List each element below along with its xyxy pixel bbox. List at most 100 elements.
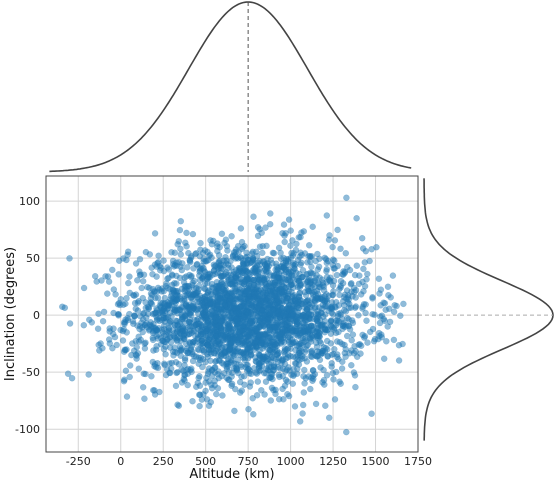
- scatter-point: [327, 340, 335, 347]
- scatter-point: [236, 294, 243, 302]
- scatter-point: [346, 266, 354, 274]
- scatter-point: [176, 226, 184, 234]
- scatter-point: [307, 258, 314, 265]
- scatter-point: [325, 414, 333, 422]
- scatter-point: [384, 323, 391, 330]
- scatter-point: [94, 325, 102, 332]
- scatter-point: [208, 304, 215, 312]
- scatter-point: [271, 363, 278, 371]
- scatter-point: [265, 280, 273, 287]
- scatter-point: [339, 279, 347, 287]
- scatter-point: [331, 396, 339, 403]
- scatter-point: [165, 325, 173, 332]
- scatter-point: [187, 327, 194, 334]
- scatter-point: [302, 325, 309, 332]
- scatter-point: [391, 302, 398, 309]
- scatter-point: [117, 326, 124, 334]
- x-tick-label: 1000: [277, 455, 305, 468]
- scatter-point: [174, 401, 181, 408]
- scatter-point: [331, 237, 339, 244]
- scatter-point: [188, 272, 195, 280]
- scatter-point: [315, 332, 322, 339]
- scatter-point: [201, 293, 209, 300]
- scatter-point: [338, 365, 346, 372]
- scatter-point: [293, 240, 300, 248]
- scatter-point: [241, 351, 248, 359]
- scatter-point: [228, 233, 235, 240]
- scatter-point: [180, 279, 188, 286]
- scatter-point: [119, 337, 127, 344]
- scatter-point: [332, 329, 340, 337]
- scatter-point: [316, 338, 323, 345]
- scatter-point: [357, 291, 365, 298]
- scatter-point: [297, 233, 304, 241]
- scatter-point: [126, 362, 134, 369]
- scatter-point: [218, 230, 226, 238]
- scatter-point: [277, 311, 284, 318]
- scatter-point: [236, 378, 244, 386]
- scatter-point: [195, 310, 202, 318]
- scatter-point: [288, 272, 295, 279]
- scatter-point: [363, 276, 370, 283]
- scatter-point: [228, 339, 235, 347]
- scatter-point: [160, 257, 167, 264]
- scatter-point: [226, 297, 233, 305]
- scatter-point: [208, 280, 216, 288]
- scatter-point: [173, 272, 180, 280]
- scatter-points: [59, 194, 407, 436]
- scatter-point: [261, 391, 268, 398]
- scatter-point: [137, 336, 145, 344]
- scatter-point: [96, 347, 103, 354]
- scatter-point: [258, 387, 265, 394]
- scatter-point: [299, 352, 306, 360]
- scatter-point: [160, 332, 168, 340]
- scatter-point: [299, 401, 307, 409]
- scatter-point: [142, 299, 149, 306]
- scatter-point: [353, 262, 361, 269]
- scatter-point: [380, 355, 388, 362]
- scatter-point: [302, 313, 309, 320]
- scatter-point: [218, 279, 225, 286]
- scatter-point: [93, 278, 100, 285]
- scatter-point: [241, 278, 248, 285]
- scatter-point: [277, 331, 284, 338]
- scatter-point: [342, 308, 350, 315]
- scatter-point: [238, 387, 246, 394]
- scatter-point: [120, 377, 128, 385]
- scatter-point: [222, 253, 229, 261]
- scatter-point: [196, 402, 203, 410]
- scatter-point: [292, 327, 300, 334]
- scatter-point: [343, 295, 350, 302]
- scatter-point: [298, 339, 305, 347]
- scatter-point: [160, 345, 168, 353]
- scatter-point: [155, 252, 162, 260]
- scatter-point: [243, 367, 251, 375]
- scatter-point: [276, 275, 283, 282]
- scatter-point: [153, 364, 160, 371]
- scatter-point: [226, 322, 233, 330]
- y-tick-labels: -100 -50 0 50 100: [15, 195, 40, 436]
- scatter-point: [123, 329, 130, 336]
- scatter-point: [206, 251, 214, 259]
- scatter-point: [262, 224, 269, 231]
- x-tick-label: 1750: [404, 455, 432, 468]
- scatter-point: [184, 381, 191, 389]
- scatter-point: [307, 278, 315, 286]
- scatter-point: [322, 255, 330, 263]
- scatter-point: [197, 246, 204, 254]
- scatter-point: [172, 382, 180, 390]
- scatter-point: [161, 360, 168, 367]
- scatter-point: [318, 322, 325, 329]
- x-tick-label: 1500: [362, 455, 390, 468]
- scatter-point: [369, 295, 376, 302]
- scatter-point: [91, 272, 99, 280]
- scatter-point: [266, 323, 273, 330]
- scatter-point: [276, 365, 284, 372]
- scatter-point: [311, 370, 319, 378]
- scatter-point: [329, 243, 336, 251]
- scatter-point: [132, 351, 140, 359]
- scatter-point: [142, 370, 149, 378]
- scatter-point: [279, 373, 287, 380]
- scatter-point: [361, 259, 369, 266]
- scatter-point: [244, 287, 251, 294]
